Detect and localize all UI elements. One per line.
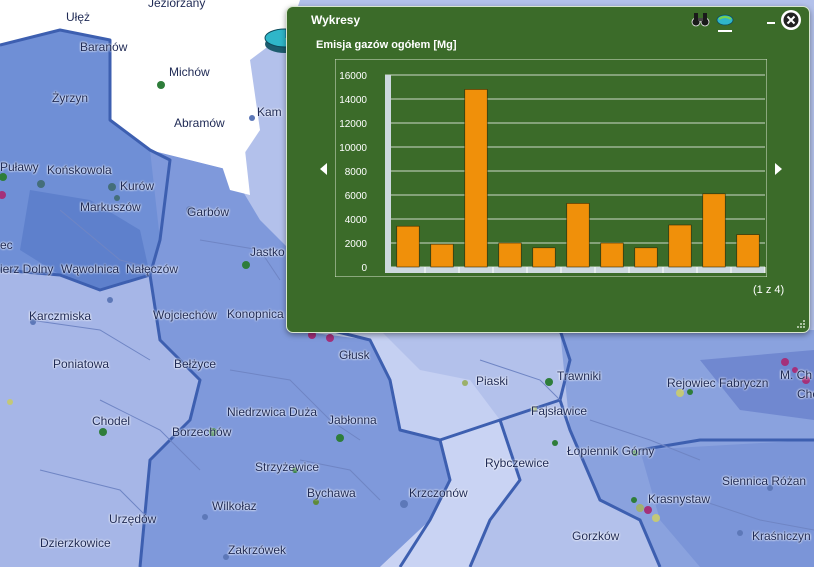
- place-label: Garbów: [187, 205, 230, 219]
- place-label: Siennica Różan: [722, 474, 807, 488]
- y-axis-strip: [385, 75, 391, 267]
- chart-bar[interactable]: [396, 225, 420, 268]
- chart-title: Emisja gazów ogółem [Mg]: [316, 39, 457, 51]
- place-label: Fajsławice: [531, 404, 588, 418]
- place-label: Głusk: [339, 348, 370, 362]
- place-label: Trawniki: [557, 369, 602, 383]
- place-label: Zakrzówek: [228, 543, 287, 557]
- place-label: Wojciechów: [153, 308, 217, 322]
- place-label: Końskowola: [47, 163, 112, 177]
- place-label: Kraśniczyn: [752, 529, 811, 543]
- y-tick-label: 8000: [345, 167, 368, 178]
- place-label: Karczmiska: [29, 309, 92, 323]
- place-label: Kam: [257, 105, 282, 119]
- place-label: Borzechów: [172, 425, 232, 439]
- place-label: Puławy: [0, 160, 39, 174]
- y-tick-label: 6000: [345, 191, 368, 202]
- place-label: ec: [0, 238, 13, 252]
- place-label: Piaski: [476, 374, 509, 388]
- place-label: Krzczonów: [409, 486, 468, 500]
- y-tick-label: 2000: [345, 239, 368, 250]
- chevron-left-icon[interactable]: [320, 163, 327, 175]
- place-label: Jastko: [250, 245, 285, 259]
- place-label: Che: [797, 387, 814, 401]
- place-label: Markuszów: [80, 200, 141, 214]
- place-label: M. Ch: [780, 368, 813, 382]
- place-label: Strzyżewice: [255, 460, 320, 474]
- place-label: Jeziorzany: [148, 0, 206, 10]
- place-label: Bychawa: [307, 486, 356, 500]
- y-tick-label: 4000: [345, 215, 368, 226]
- chart-bar[interactable]: [600, 242, 624, 268]
- place-label: Krasnystaw: [648, 492, 711, 506]
- place-label: Konopnica: [227, 307, 284, 321]
- chart-bar[interactable]: [498, 242, 522, 268]
- page-indicator: (1 z 4): [753, 284, 785, 296]
- chart-bar[interactable]: [430, 243, 454, 268]
- y-tick-label: 0: [361, 263, 367, 274]
- place-label: Baranów: [80, 40, 128, 54]
- y-tick-label: 16000: [339, 71, 367, 82]
- bar-chart: 16000 14000 12000 10000 8000 6000 4000 2000 0: [335, 59, 767, 277]
- place-label: Nałęczów: [126, 262, 179, 276]
- place-label: Wąwolnica: [61, 262, 120, 276]
- chart-bar[interactable]: [634, 247, 658, 268]
- chart-bar[interactable]: [668, 224, 692, 268]
- minimize-icon[interactable]: [767, 18, 775, 24]
- place-label: Dzierzkowice: [40, 536, 111, 550]
- chart-bar[interactable]: [736, 234, 760, 268]
- place-label: Michów: [169, 65, 210, 79]
- place-label: Jabłonna: [328, 413, 377, 427]
- place-label: Łopiennik Górny: [567, 444, 655, 458]
- chart-bar[interactable]: [532, 247, 556, 268]
- charts-window[interactable]: Wykresy Emisja gazów ogółem [Mg] 16000 14…: [286, 6, 810, 333]
- place-label: Abramów: [174, 116, 225, 130]
- place-label: Żyrzyn: [52, 91, 88, 105]
- resize-grip-icon[interactable]: [796, 319, 806, 329]
- place-label: Wilkołaz: [212, 499, 257, 513]
- globe-icon[interactable]: [715, 11, 735, 33]
- place-label: Kurów: [120, 179, 155, 193]
- place-label: Gorzków: [572, 529, 620, 543]
- y-tick-label: 14000: [339, 95, 367, 106]
- y-tick-label: 12000: [339, 119, 367, 130]
- chart-bar[interactable]: [702, 193, 726, 268]
- place-label: Niedrzwica Duża: [227, 405, 318, 419]
- window-title: Wykresy: [311, 13, 361, 27]
- close-icon[interactable]: [781, 10, 801, 30]
- place-label: Rejowiec Fabryczn: [667, 376, 769, 390]
- chevron-right-icon[interactable]: [775, 163, 782, 175]
- place-label: Urzędów: [109, 512, 157, 526]
- chart-bar[interactable]: [566, 203, 590, 268]
- place-label: Chodel: [92, 414, 131, 428]
- place-label: ierz Dolny: [0, 262, 54, 276]
- x-axis-strip: [385, 267, 765, 273]
- binoculars-icon[interactable]: [691, 11, 711, 27]
- place-label: Rybczewice: [485, 456, 550, 470]
- y-tick-label: 10000: [339, 143, 367, 154]
- chart-bar[interactable]: [464, 89, 488, 268]
- place-label: Poniatowa: [53, 357, 110, 371]
- place-label: Ułęż: [66, 10, 91, 24]
- place-label: Bełżyce: [174, 357, 217, 371]
